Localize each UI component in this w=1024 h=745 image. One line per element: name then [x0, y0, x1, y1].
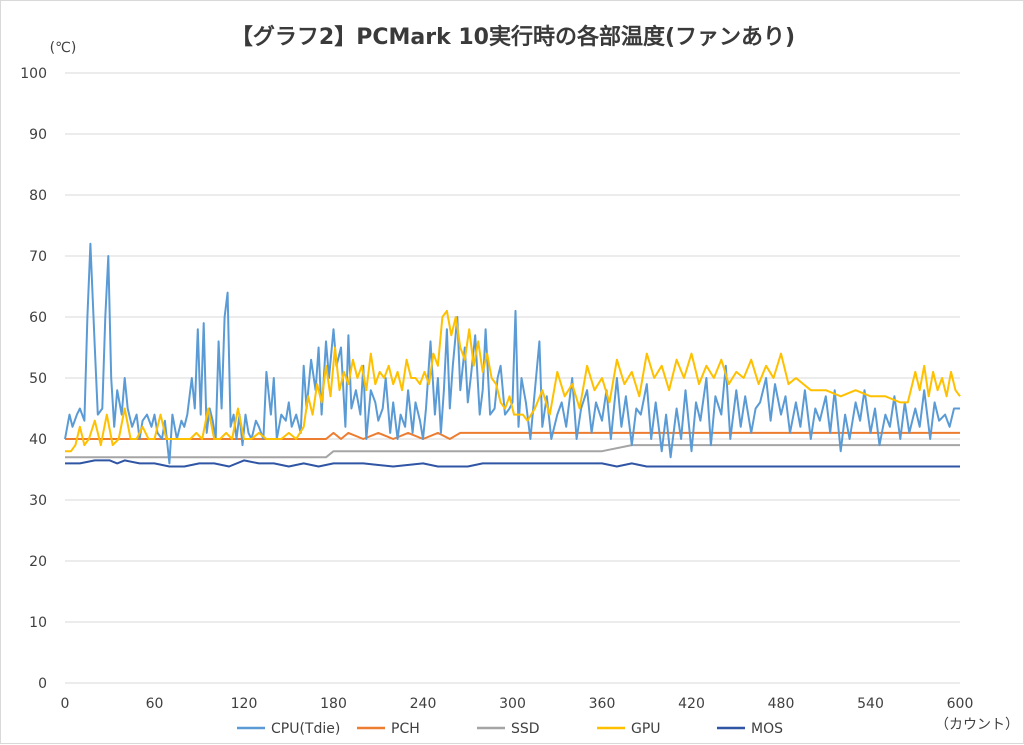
legend-label: PCH	[391, 721, 420, 737]
y-tick-label: 50	[29, 371, 47, 387]
series-line-pch	[65, 431, 960, 440]
series-line-ssd	[65, 444, 960, 459]
series-line-mos	[65, 459, 960, 468]
x-tick-label: 360	[589, 696, 616, 712]
x-axis-ticks: 0 60 120 180 240 300 360 420 480 540 600	[61, 696, 974, 712]
x-tick-label: 120	[231, 696, 258, 712]
y-tick-label: 0	[38, 676, 47, 692]
y-tick-label: 40	[29, 432, 47, 448]
y-tick-label: 30	[29, 493, 47, 509]
y-tick-label: 10	[29, 615, 47, 631]
y-tick-label: 90	[29, 127, 47, 143]
x-tick-label: 60	[146, 696, 164, 712]
legend-item: MOS	[717, 721, 783, 737]
x-tick-label: 300	[499, 696, 526, 712]
x-tick-label: 420	[678, 696, 705, 712]
x-tick-label: 180	[320, 696, 347, 712]
y-tick-label: 80	[29, 188, 47, 204]
legend-item: CPU(Tdie)	[237, 721, 340, 737]
y-tick-label: 100	[20, 66, 47, 82]
x-tick-label: 480	[768, 696, 795, 712]
legend-label: GPU	[631, 721, 661, 737]
y-axis-unit: (℃)	[50, 40, 77, 56]
x-tick-label: 240	[410, 696, 437, 712]
legend-label: CPU(Tdie)	[271, 721, 340, 737]
y-axis-ticks: 0 10 20 30 40 50 60 70 80 90 100	[20, 66, 47, 692]
legend-item: PCH	[357, 721, 420, 737]
x-axis-unit: （カウント）	[935, 717, 1019, 733]
legend-item: SSD	[477, 721, 540, 737]
x-tick-label: 600	[947, 696, 974, 712]
series-line-cpu-tdie-	[64, 242, 960, 465]
y-tick-label: 60	[29, 310, 47, 326]
legend: CPU(Tdie) PCH SSD GPU MOS	[237, 721, 783, 737]
legend-label: SSD	[511, 721, 540, 737]
legend-item: GPU	[597, 721, 661, 737]
legend-label: MOS	[751, 721, 783, 737]
y-tick-label: 20	[29, 554, 47, 570]
y-tick-label: 70	[29, 249, 47, 265]
chart-title: 【グラフ2】PCMark 10実行時の各部温度(ファンあり)	[231, 24, 795, 50]
x-tick-label: 540	[857, 696, 884, 712]
x-tick-label: 0	[61, 696, 70, 712]
series-line-gpu	[65, 309, 961, 453]
series-lines	[64, 242, 961, 468]
